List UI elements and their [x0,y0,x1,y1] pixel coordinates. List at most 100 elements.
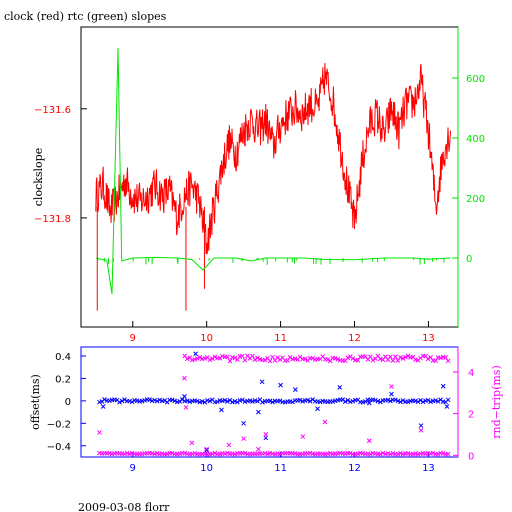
offset-point [350,398,356,404]
bottom-x-tick-label: 11 [274,463,287,474]
offset-point [222,397,228,403]
rndtrip-point [192,450,198,456]
offset-point [122,397,127,402]
offset-point [425,397,431,403]
bottom-left-tick-label: 0.2 [55,374,71,385]
offset-outlier [259,379,265,385]
bottom-x-tick-label: 9 [130,463,136,474]
top-panel-content: 9 10 11 12 13 −131.8 −131.6 0 200 400 600 [34,47,485,344]
offset-point [395,398,401,404]
offset-point [225,399,230,404]
offset-point [413,398,418,404]
rndtrip-point [393,354,398,360]
rndtrip-point [433,358,438,364]
offset-outlier [204,447,210,453]
rndtrip-point [267,358,273,364]
clock-series-line [95,62,452,255]
bottom-x-tick-label: 12 [348,463,361,474]
rndtrip-outlier [226,442,232,448]
rndtrip-point [287,355,293,360]
rndtrip-point [355,357,361,363]
offset-point [393,397,398,403]
top-panel: 9 10 11 12 13 −131.8 −131.6 0 200 400 600 clockslo… [32,26,485,344]
rndtrip-point [405,353,411,359]
offset-point [378,399,383,405]
offset-point [373,397,378,403]
offset-outlier [440,383,446,389]
offset-point [398,399,403,405]
offset-point [260,399,265,405]
offset-point [270,399,275,405]
rndtrip-point [388,354,393,360]
offset-point [388,398,393,404]
bottom-right-tick-label: 4 [468,368,474,379]
rndtrip-point [400,356,406,361]
rndtrip-point [242,357,248,363]
rndtrip-outlier [418,427,424,433]
offset-point [119,398,125,404]
rndtrip-point [445,451,451,457]
offset-point [232,398,238,404]
offset-point [172,398,178,404]
offset-point [317,399,323,405]
offset-outlier [256,409,261,415]
rndtrip-outlier [256,446,261,452]
rndtrip-point [255,355,260,361]
top-right-tick-label: 200 [466,194,485,205]
offset-point [157,397,163,403]
rndtrip-point [302,356,308,362]
rndtrip-point [232,355,238,361]
offset-outlier [278,382,283,388]
offset-point [277,398,283,404]
offset-point [445,397,451,403]
rndtrip-point [192,357,198,362]
offset-point [147,397,152,402]
rtc-series-line [95,47,451,295]
rndtrip-point [435,451,441,457]
top-right-tick-label: 600 [466,74,485,85]
rndtrip-point [202,356,208,361]
offset-point [300,399,305,404]
rndtrip-outlier [300,434,306,439]
offset-outlier [444,404,450,409]
offset-point [345,397,351,403]
offset-point [184,398,190,404]
rndtrip-point [227,358,233,364]
offset-point [117,399,122,405]
rndtrip-point [235,357,240,363]
top-left-tick-label: −131.8 [34,214,71,225]
offset-point [307,398,313,404]
rndtrip-outlier [183,405,189,410]
offset-outlier [418,423,424,428]
offset-outlier [293,387,298,393]
chart-title: clock (red) rtc (green) slopes [4,10,167,23]
offset-point [215,399,220,405]
bottom-left-tick-label: 0 [65,397,71,408]
rndtrip-point [347,450,353,456]
offset-point [129,399,135,405]
rndtrip-outlier [97,430,102,435]
rndtrip-point [390,358,396,364]
offset-point [162,398,168,403]
top-left-tick-label: −131.6 [34,105,71,116]
offset-point [433,398,438,403]
footer-label: 2009-03-08 florr [78,501,170,512]
bottom-left-tick-label: −0.2 [47,419,71,430]
rndtrip-point [207,357,213,363]
rndtrip-outlier [263,432,269,437]
rndtrip-point [212,450,218,456]
bottom-left-tick-label: 0.4 [55,352,71,363]
bottom-x-tick-label: 13 [422,463,435,474]
rndtrip-point [335,356,341,362]
offset-outlier [182,394,187,399]
offset-outlier [389,391,394,397]
rndtrip-point [430,450,436,456]
rndtrip-point [370,357,376,363]
rndtrip-point [169,450,175,456]
bottom-panel: 9 10 11 12 13 −0.4 −0.2 0 0.2 0.4 0 2 4 offset(ms) r… [29,346,503,474]
offset-point [385,397,391,403]
rndtrip-point [209,356,215,361]
rndtrip-outlier [189,440,195,446]
offset-point [428,399,433,405]
